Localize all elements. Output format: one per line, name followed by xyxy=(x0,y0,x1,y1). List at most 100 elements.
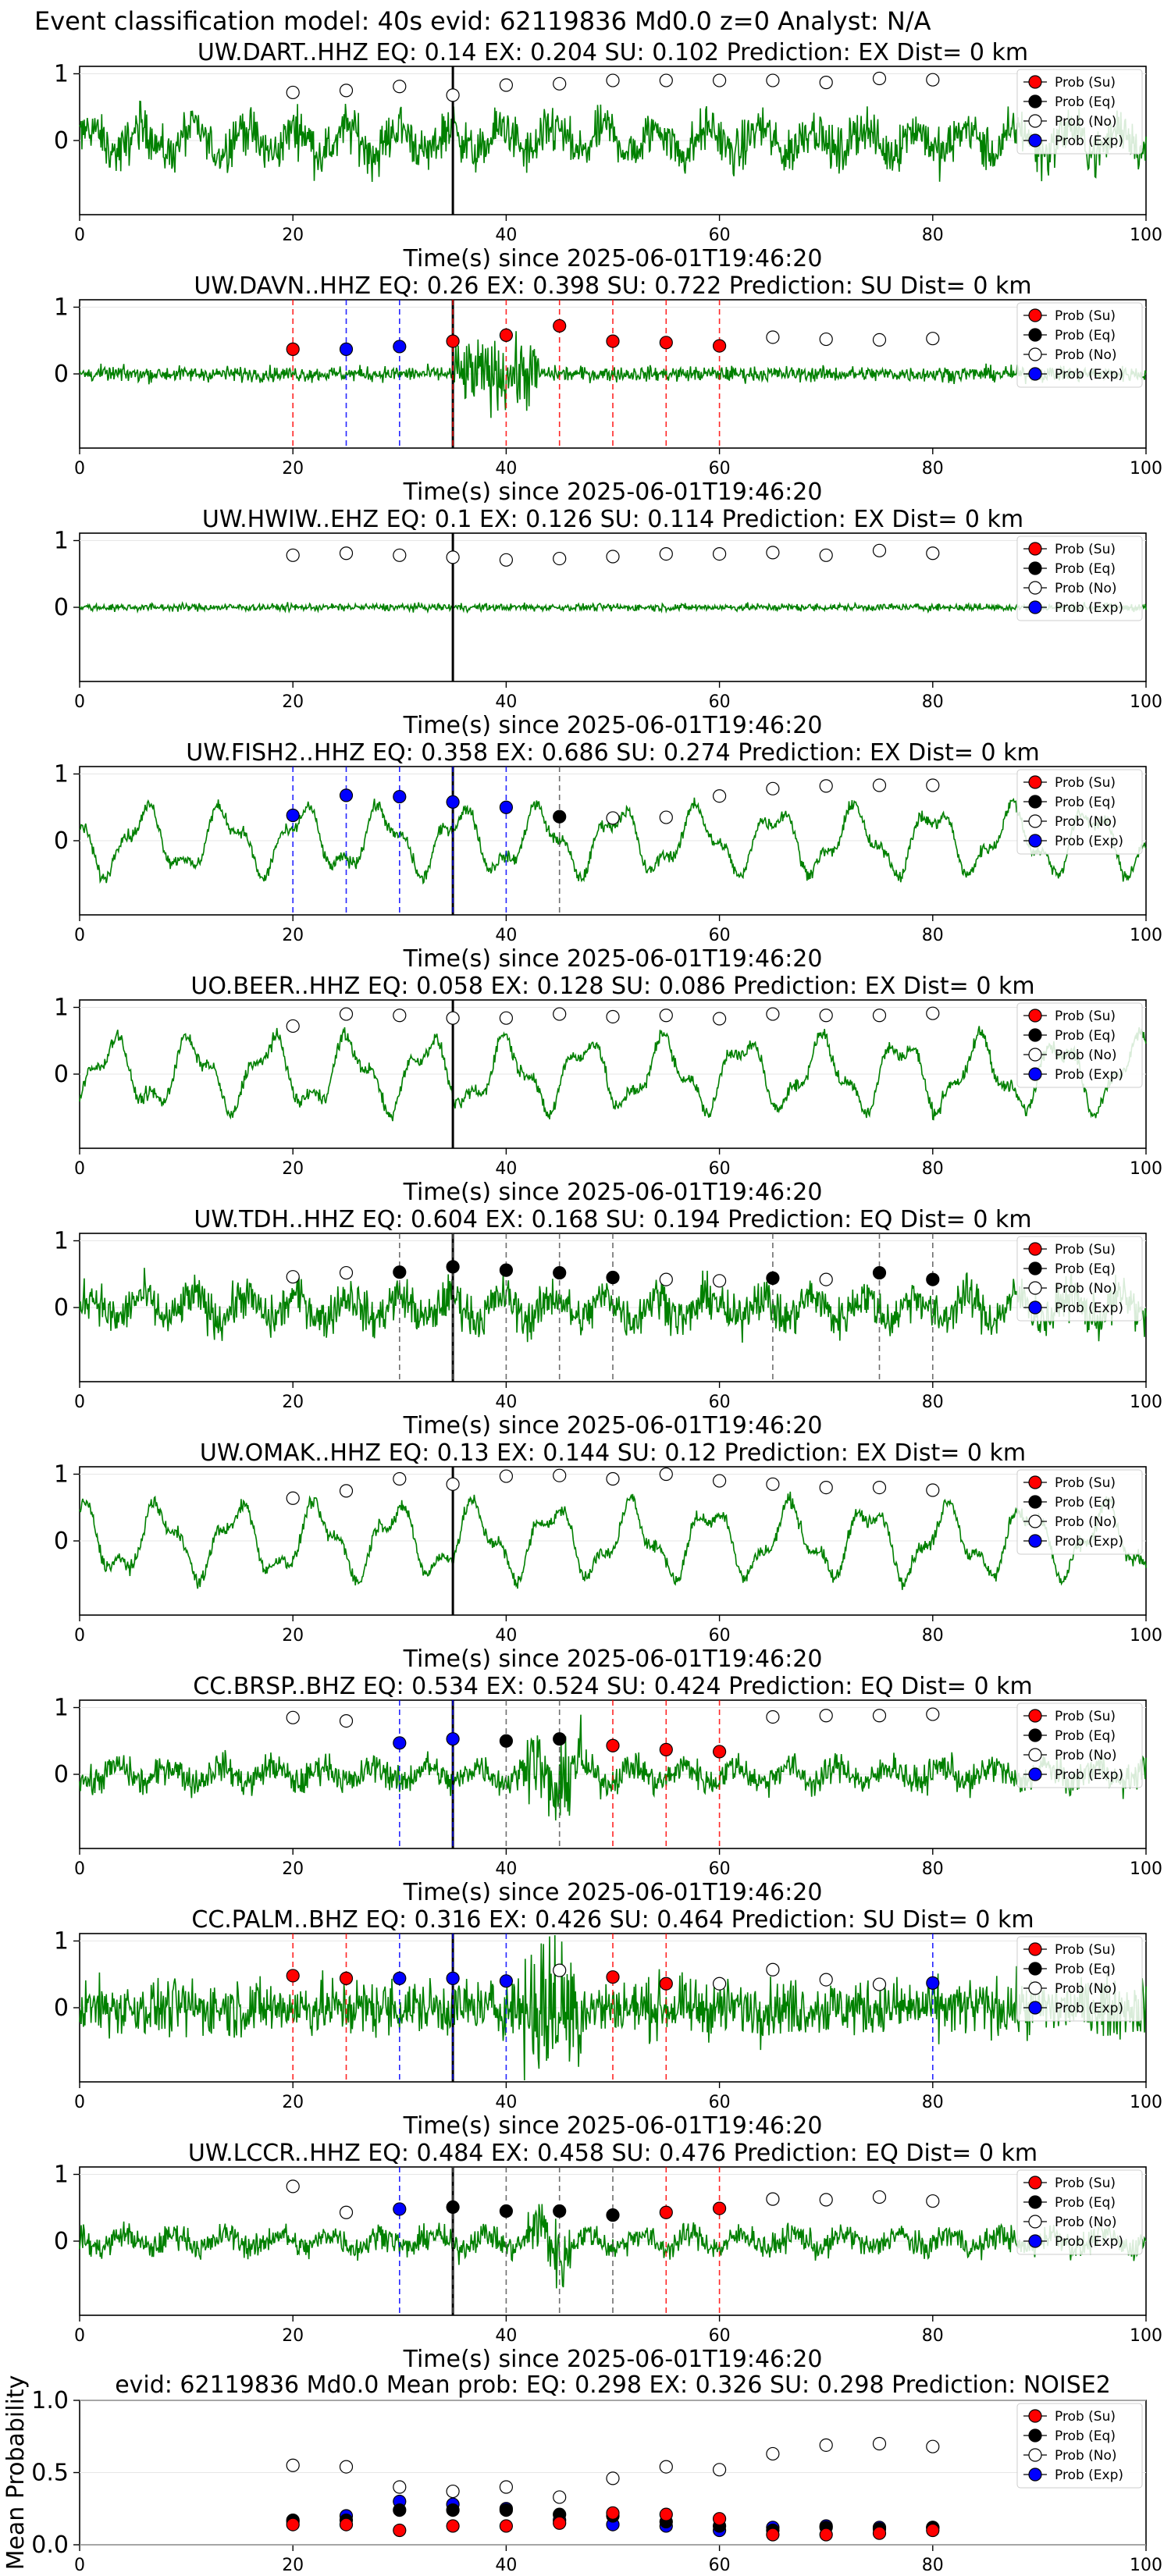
x-tick-label: 0 xyxy=(74,226,85,245)
axes-9: 0 20 40 60 80 100 1 0 xyxy=(54,2161,1162,2347)
prob-point-no xyxy=(819,2193,833,2207)
prob-point-no xyxy=(872,778,887,792)
legend-4: Prob (Su) Prob (Eq) Prob (No) Prob (Exp) xyxy=(1016,1002,1143,1088)
x-tick-label: 60 xyxy=(709,926,731,945)
prob-point-no xyxy=(499,1469,514,1483)
prob-point-no xyxy=(659,1009,673,1023)
x-tick-label: 20 xyxy=(282,2326,304,2346)
waveform-trace xyxy=(79,601,1147,614)
prob-point-su xyxy=(659,1976,673,1991)
prob-point-no xyxy=(659,1272,673,1286)
x-tick-label: 40 xyxy=(495,459,517,479)
prob-point-exp xyxy=(339,342,354,356)
prob-point-no xyxy=(712,73,727,87)
panel-title: UO.BEER..HHZ EQ: 0.058 EX: 0.128 SU: 0.0… xyxy=(190,973,1034,1000)
prob-point-exp xyxy=(499,1974,514,1988)
x-tick-label: 100 xyxy=(1130,692,1162,712)
prob-point-no xyxy=(926,1483,940,1497)
legend-label: Prob (Exp) xyxy=(1055,834,1123,849)
prob-point-no xyxy=(659,810,673,824)
mean-point-su xyxy=(712,2512,727,2526)
prob-point-no xyxy=(872,71,887,86)
panel-title: CC.PALM..BHZ EQ: 0.316 EX: 0.426 SU: 0.4… xyxy=(191,1906,1034,1934)
x-tick-label: 20 xyxy=(282,1859,304,1879)
x-axis-label: Time(s) since 2025-06-01T19:46:20 xyxy=(403,1646,823,1673)
axes-10: 0 20 40 60 80 100 0.0 0.5 1.0 xyxy=(31,2387,1162,2575)
x-tick-label: 80 xyxy=(922,692,944,712)
x-tick-label: 80 xyxy=(922,1393,944,1412)
prob-point-no xyxy=(339,546,354,560)
waveform-trace xyxy=(79,100,1147,183)
mean-point-no xyxy=(393,2480,407,2494)
x-axis-label: Time(s) since 2025-06-01T19:46:20 xyxy=(403,245,823,272)
legend-label: Prob (Eq) xyxy=(1055,1962,1116,1977)
x-tick-label: 20 xyxy=(282,2093,304,2112)
legend-label: Prob (Su) xyxy=(1055,542,1116,557)
legend-marker xyxy=(1028,1514,1042,1528)
prob-point-su xyxy=(659,1742,673,1756)
x-tick-label: 40 xyxy=(495,1393,517,1412)
legend-marker xyxy=(1028,328,1042,342)
prob-point-no xyxy=(819,548,833,562)
x-tick-label: 0 xyxy=(74,1393,85,1412)
prob-point-exp xyxy=(393,2202,407,2216)
legend-label: Prob (Exp) xyxy=(1055,600,1123,616)
x-tick-label: 60 xyxy=(709,1859,731,1879)
legend-label: Prob (Eq) xyxy=(1055,328,1116,343)
x-tick-label: 0 xyxy=(74,2326,85,2346)
x-tick-label: 0 xyxy=(74,1626,85,1646)
prob-point-eq xyxy=(872,1265,887,1280)
prob-point-exp xyxy=(446,795,460,809)
waveform-trace xyxy=(79,1714,1147,1821)
prob-point-eq xyxy=(553,809,567,824)
x-axis-label: Time(s) since 2025-06-01T19:46:20 xyxy=(403,945,823,973)
y-tick-label: 0 xyxy=(54,2228,69,2255)
mean-point-no xyxy=(926,2439,940,2453)
prob-point-no xyxy=(659,1467,673,1482)
prob-point-no xyxy=(872,333,887,347)
x-tick-label: 60 xyxy=(709,459,731,479)
prob-point-no xyxy=(819,1272,833,1286)
panel-title: UW.HWIW..EHZ EQ: 0.1 EX: 0.126 SU: 0.114… xyxy=(202,506,1023,533)
prob-point-no xyxy=(819,1709,833,1723)
prob-point-no xyxy=(286,1270,300,1284)
x-tick-label: 40 xyxy=(495,1159,517,1179)
prob-point-no xyxy=(766,546,780,560)
prob-point-no xyxy=(926,1006,940,1020)
x-tick-label: 20 xyxy=(282,1393,304,1412)
x-axis-label: Time(s) since 2025-06-01T19:46:20 xyxy=(403,1879,823,1906)
prob-point-eq xyxy=(499,2204,514,2218)
legend-label: Prob (No) xyxy=(1055,114,1117,130)
legend-label: Prob (No) xyxy=(1055,814,1117,830)
prob-point-no xyxy=(606,550,620,564)
panel-title: CC.BRSP..BHZ EQ: 0.534 EX: 0.524 SU: 0.4… xyxy=(193,1673,1032,1700)
prob-point-no xyxy=(553,1963,567,1977)
x-tick-label: 40 xyxy=(495,2326,517,2346)
legend-box xyxy=(1016,2403,1143,2489)
prob-point-no xyxy=(659,546,673,561)
prob-point-no xyxy=(393,548,407,562)
x-axis-label: Time(s) since 2025-06-01T19:46:20 xyxy=(403,2112,823,2140)
legend-label: Prob (No) xyxy=(1055,347,1117,363)
x-tick-label: 40 xyxy=(495,226,517,245)
panel-title: UW.DAVN..HHZ EQ: 0.26 EX: 0.398 SU: 0.72… xyxy=(194,272,1031,300)
prob-point-exp xyxy=(926,1976,940,1990)
legend-label: Prob (Eq) xyxy=(1055,561,1116,577)
legend-label: Prob (No) xyxy=(1055,1514,1117,1530)
x-tick-label: 60 xyxy=(709,692,731,712)
legend-marker xyxy=(1028,1048,1042,1062)
legend-label: Prob (No) xyxy=(1055,581,1117,596)
prob-point-no xyxy=(499,553,514,567)
x-tick-label: 100 xyxy=(1130,926,1162,945)
y-tick-label: 1 xyxy=(54,1461,69,1489)
legend-label: Prob (Exp) xyxy=(1055,2234,1123,2250)
legend-label: Prob (Exp) xyxy=(1055,133,1123,149)
x-tick-label: 100 xyxy=(1130,2556,1162,2575)
legend-label: Prob (No) xyxy=(1055,2215,1117,2230)
y-tick-label: 0 xyxy=(54,1061,69,1088)
mean-point-su xyxy=(339,2517,354,2532)
waveform-trace xyxy=(79,1491,1147,1590)
legend-marker xyxy=(1028,1709,1042,1723)
prob-point-no xyxy=(926,332,940,346)
y-axis-label: Mean Probability xyxy=(2,2375,30,2571)
